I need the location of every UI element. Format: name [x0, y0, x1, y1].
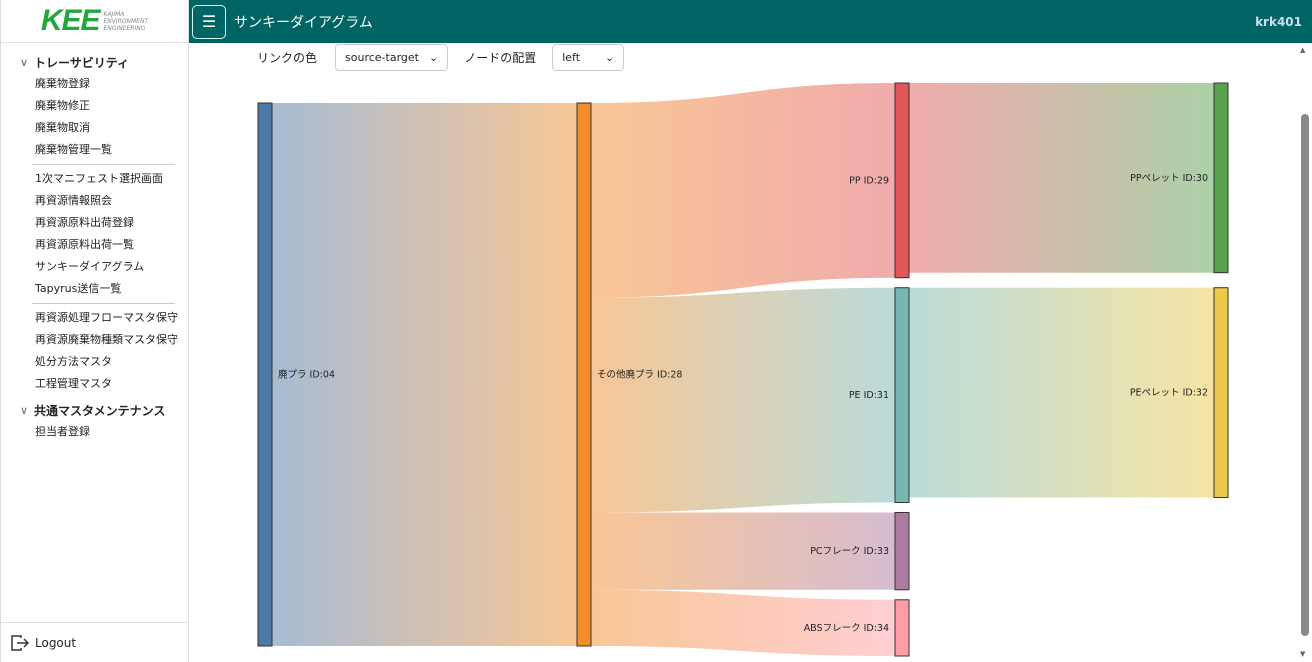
sankey-link[interactable]: [591, 287, 895, 513]
sidebar-item[interactable]: 再資源情報照会: [35, 194, 112, 207]
sidebar-item[interactable]: 再資源処理フローマスタ保守: [35, 311, 178, 324]
sidebar-item[interactable]: 再資源原料出荷登録: [35, 216, 134, 229]
sankey-node[interactable]: [1213, 287, 1229, 498]
sankey-link[interactable]: [591, 512, 895, 590]
menu-group-common-master[interactable]: ∨ 共通マスタメンテナンス: [20, 403, 166, 418]
sankey-node[interactable]: [1213, 82, 1229, 274]
sankey-node[interactable]: [894, 82, 910, 279]
sidebar: KEE KAJIMA ENVIRONMENT ENGINEERING ∨ トレーサビリ…: [0, 0, 189, 662]
sankey-node[interactable]: [576, 102, 592, 647]
sankey-node-label: PP ID:29: [849, 175, 889, 186]
logout-button[interactable]: Logout: [1, 622, 188, 662]
chevron-down-icon: ∨: [20, 55, 29, 69]
node-align-select[interactable]: left ⌄: [552, 44, 625, 71]
link-color-select[interactable]: source-target ⌄: [335, 44, 449, 71]
sidebar-item[interactable]: 処分方法マスタ: [35, 355, 112, 368]
sankey-node-label: PE ID:31: [849, 390, 889, 401]
sidebar-item[interactable]: 再資源廃棄物種類マスタ保守: [35, 333, 178, 346]
sidebar-item[interactable]: サンキーダイアグラム: [35, 260, 145, 273]
node-align-label: ノードの配置: [464, 51, 537, 65]
sankey-node[interactable]: [894, 512, 910, 591]
sidebar-item[interactable]: 再資源原料出荷一覧: [35, 238, 134, 251]
chevron-down-icon: ⌄: [428, 51, 439, 64]
sankey-link[interactable]: [909, 83, 1214, 273]
user-name[interactable]: krk401: [1255, 14, 1302, 29]
page-title: サンキーダイアグラム: [234, 14, 373, 31]
sankey-node-label: 廃プラ ID:04: [278, 369, 335, 381]
sankey-node-label: その他廃プラ ID:28: [597, 369, 682, 381]
sidebar-item[interactable]: 1次マニフェスト選択画面: [35, 172, 163, 185]
header-bar: ☰ サンキーダイアグラム krk401: [189, 0, 1312, 43]
sidebar-item[interactable]: 廃棄物取消: [35, 121, 90, 134]
sankey-link[interactable]: [272, 103, 577, 646]
menu-toggle-button[interactable]: ☰: [192, 4, 226, 39]
scrollbar[interactable]: ▲ ▼: [1300, 44, 1310, 660]
divider: [32, 164, 175, 165]
sankey-node-label: ABSフレーク ID:34: [804, 623, 889, 634]
kee-logo[interactable]: KEE KAJIMA ENVIRONMENT ENGINEERING: [1, 0, 188, 43]
sankey-link[interactable]: [591, 83, 895, 298]
sidebar-item[interactable]: 担当者登録: [35, 425, 90, 438]
sankey-link[interactable]: [909, 287, 1214, 498]
chevron-down-icon: ⌄: [604, 51, 615, 64]
sidebar-item[interactable]: 廃棄物登録: [35, 77, 90, 90]
sankey-node-label: PPペレット ID:30: [1130, 173, 1208, 184]
sidebar-item[interactable]: Tapyrus送信一覧: [35, 282, 122, 295]
hamburger-icon: ☰: [201, 12, 217, 31]
sidebar-item[interactable]: 廃棄物修正: [35, 99, 90, 112]
sidebar-item[interactable]: 工程管理マスタ: [35, 377, 112, 390]
divider: [32, 303, 175, 304]
sidebar-menu: ∨ トレーサビリティ 廃棄物登録廃棄物修正廃棄物取消廃棄物管理一覧 1次マニフェス…: [1, 43, 188, 443]
sankey-node[interactable]: [894, 599, 910, 657]
scrollbar-thumb[interactable]: [1301, 114, 1309, 636]
sankey-node[interactable]: [894, 287, 910, 504]
link-color-label: リンクの色: [257, 51, 318, 65]
chevron-down-icon: ∨: [20, 403, 29, 417]
sankey-node-label: PCフレーク ID:33: [810, 546, 889, 557]
menu-group-traceability[interactable]: ∨ トレーサビリティ: [20, 55, 130, 70]
sankey-node[interactable]: [257, 102, 273, 647]
sidebar-item[interactable]: 廃棄物管理一覧: [35, 143, 112, 156]
sankey-node-label: PEペレット ID:32: [1130, 388, 1208, 399]
logout-icon: [11, 634, 29, 651]
sankey-link[interactable]: [591, 589, 895, 656]
